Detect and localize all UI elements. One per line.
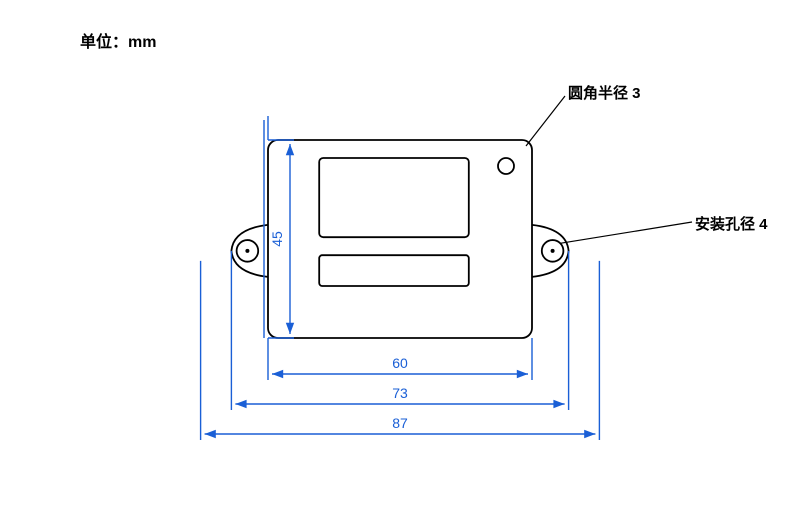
dim-text: 60	[392, 355, 408, 371]
technical-drawing: 45 60 73 87	[0, 0, 790, 514]
corner-radius-annotation: 圆角半径 3	[568, 82, 641, 103]
mounting-hole-annotation: 安装孔径 4	[695, 213, 768, 234]
mount-hole-right-center	[551, 249, 555, 253]
display-window-1	[319, 158, 469, 237]
dim-text: 73	[392, 385, 408, 401]
body-outline	[268, 140, 532, 338]
leader-corner-radius	[526, 96, 565, 146]
display-window-2	[319, 255, 469, 286]
dim-text: 87	[392, 415, 408, 431]
leader-mounting-hole	[560, 222, 692, 243]
unit-label: 单位：mm	[80, 28, 156, 52]
led-indicator	[498, 158, 514, 174]
mount-hole-left-center	[245, 249, 249, 253]
dim-text: 45	[269, 231, 285, 247]
